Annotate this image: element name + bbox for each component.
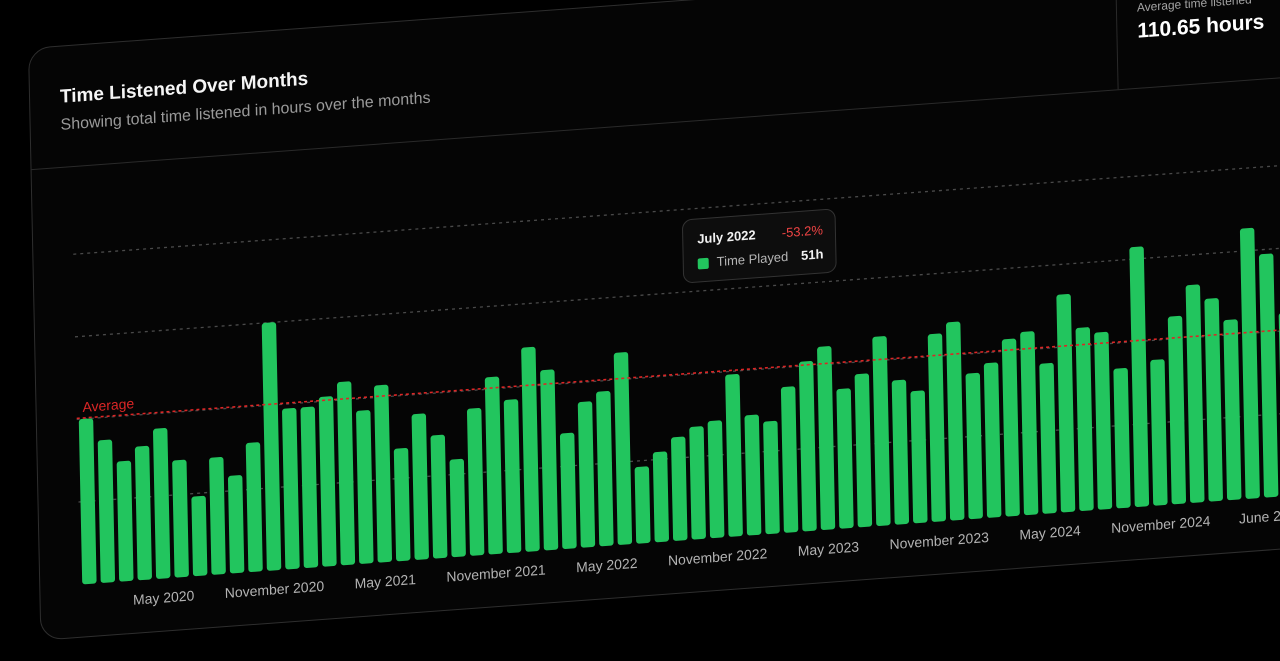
bar-sep-2021[interactable] [449, 458, 466, 558]
bar-dec-2020[interactable] [282, 408, 300, 570]
bar-feb-2022[interactable] [540, 369, 559, 551]
bar-jan-2025[interactable] [1185, 284, 1205, 503]
bar-apr-2021[interactable] [356, 410, 374, 564]
bar-may-2021[interactable] [374, 384, 393, 563]
bar-jan-2024[interactable] [965, 372, 983, 520]
bar-jun-2024[interactable] [1056, 294, 1076, 513]
bar-jul-2020[interactable] [191, 495, 208, 577]
bar-mar-2025[interactable] [1223, 319, 1242, 501]
bar-aug-2020[interactable] [209, 456, 226, 575]
tooltip-swatch [697, 257, 709, 270]
grid-line [76, 329, 1280, 421]
bar-apr-2024[interactable] [1020, 331, 1039, 516]
bar-oct-2024[interactable] [1129, 246, 1150, 507]
x-tick-label: November 2021 [446, 561, 546, 584]
bar-feb-2023[interactable] [763, 420, 780, 535]
bar-jan-2023[interactable] [744, 414, 762, 536]
bar-nov-2023[interactable] [927, 333, 946, 522]
bar-may-2022[interactable] [596, 390, 614, 547]
bar-sep-2023[interactable] [891, 379, 910, 525]
bar-oct-2021[interactable] [466, 407, 485, 556]
bar-feb-2021[interactable] [318, 396, 337, 567]
bar-jul-2021[interactable] [411, 413, 429, 560]
bar-jan-2020[interactable] [78, 418, 97, 585]
bar-feb-2025[interactable] [1204, 298, 1223, 502]
grid-line [73, 164, 1280, 255]
bar-feb-2024[interactable] [983, 362, 1002, 518]
bar-mar-2020[interactable] [116, 460, 134, 582]
chart-card: Time Listened Over Months Showing total … [28, 0, 1280, 641]
bar-oct-2022[interactable] [689, 426, 706, 540]
x-tick-label: November 2024 [1111, 513, 1211, 536]
bar-apr-2023[interactable] [798, 361, 817, 532]
x-tick-label: November 2020 [225, 578, 325, 601]
tooltip-value: 51h [800, 246, 824, 263]
bar-jul-2022[interactable] [634, 466, 651, 544]
x-tick-label: November 2022 [668, 545, 768, 568]
grid-line [78, 411, 1280, 503]
bar-aug-2023[interactable] [872, 336, 891, 526]
bar-jan-2021[interactable] [300, 406, 319, 568]
bar-oct-2023[interactable] [910, 390, 928, 524]
bar-jun-2020[interactable] [172, 459, 189, 578]
bar-aug-2024[interactable] [1094, 331, 1113, 510]
bar-jul-2023[interactable] [854, 373, 873, 528]
bar-mar-2021[interactable] [336, 381, 356, 566]
x-tick-label: May 2023 [798, 538, 860, 559]
bar-jun-2021[interactable] [393, 447, 411, 562]
bar-dec-2023[interactable] [946, 321, 965, 521]
bar-nov-2021[interactable] [484, 376, 503, 555]
bar-may-2020[interactable] [153, 428, 171, 579]
x-tick-label: May 2024 [1019, 522, 1081, 543]
bar-dec-2024[interactable] [1167, 315, 1187, 505]
bar-apr-2020[interactable] [134, 445, 152, 581]
tooltip-change: -53.2% [781, 222, 824, 241]
x-tick-label: May 2020 [133, 587, 195, 608]
bar-jul-2024[interactable] [1075, 327, 1094, 512]
x-tick-label: June 2025 [1239, 506, 1280, 527]
bar-nov-2022[interactable] [707, 420, 725, 539]
chart-tooltip: July 2022 -53.2% Time Played 51h [681, 208, 837, 284]
average-stat-value: 110.65 hours [1137, 10, 1265, 43]
bar-apr-2025[interactable] [1239, 227, 1260, 499]
bars [78, 227, 1280, 585]
bar-apr-2022[interactable] [577, 401, 596, 548]
bar-jun-2023[interactable] [836, 388, 854, 529]
bar-may-2023[interactable] [817, 346, 836, 531]
bar-dec-2022[interactable] [725, 373, 743, 537]
x-tick-label: May 2022 [576, 555, 638, 576]
bar-feb-2020[interactable] [97, 439, 116, 583]
bar-dec-2021[interactable] [503, 399, 522, 554]
bar-mar-2022[interactable] [559, 432, 577, 550]
x-axis-ticks: May 2020 November 2020 May 2021 November 20… [133, 506, 1280, 608]
bar-oct-2020[interactable] [245, 442, 263, 573]
bar-may-2024[interactable] [1039, 362, 1057, 514]
bar-chart: Average May 2020 November 2020 May 2021 Nov… [73, 164, 1280, 608]
bar-sep-2020[interactable] [227, 475, 245, 574]
average-stat-box: Average time listened 110.65 hours [1115, 0, 1280, 90]
bar-may-2025[interactable] [1258, 253, 1279, 498]
bar-aug-2022[interactable] [652, 451, 669, 543]
tooltip-title: July 2022 [697, 227, 756, 247]
tooltip-series-label: Time Played [716, 248, 789, 270]
bar-sep-2024[interactable] [1113, 368, 1131, 509]
bar-aug-2021[interactable] [430, 434, 448, 559]
bar-jan-2022[interactable] [521, 346, 540, 552]
bar-jun-2022[interactable] [613, 352, 633, 545]
x-tick-label: May 2021 [354, 571, 416, 592]
bar-nov-2024[interactable] [1150, 359, 1168, 506]
grid-line [74, 246, 1280, 338]
bar-sep-2022[interactable] [671, 436, 688, 541]
bar-nov-2020[interactable] [261, 322, 282, 571]
bar-mar-2024[interactable] [1001, 338, 1020, 517]
average-line-group: Average [76, 328, 1280, 420]
bar-mar-2023[interactable] [780, 386, 799, 533]
average-line-label: Average [82, 395, 134, 415]
grid-lines [73, 164, 1280, 503]
x-tick-label: November 2023 [889, 529, 989, 552]
